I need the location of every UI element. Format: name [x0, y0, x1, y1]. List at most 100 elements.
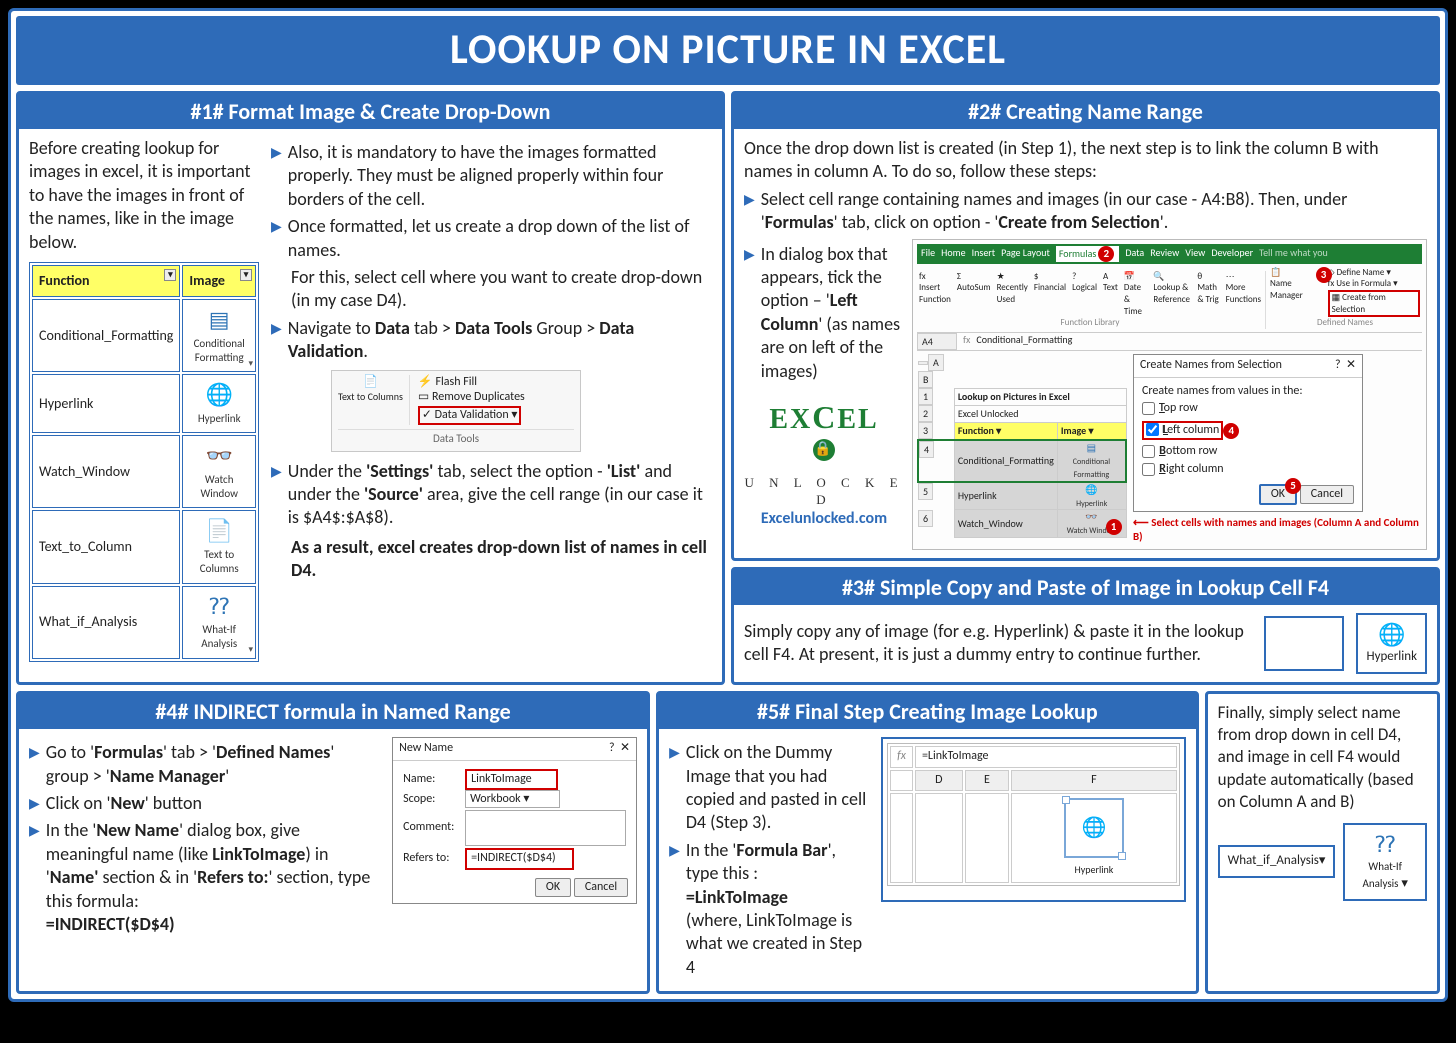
- whatif-icon: ⁇: [209, 593, 229, 620]
- tab-formulas[interactable]: Formulas2: [1056, 246, 1119, 262]
- cell-icon: 🌐Hyperlink: [182, 374, 256, 433]
- panel-5-head: #5# Final Step Creating Image Lookup: [659, 694, 1196, 729]
- dlg-hint: Create names from values in the:: [1142, 384, 1354, 400]
- panel-2-body: Once the drop down list is created (in S…: [734, 129, 1437, 558]
- ribbon-btn[interactable]: ΣAutoSum: [957, 271, 991, 318]
- p1-b2-sub: For this, select cell where you want to …: [291, 266, 712, 313]
- comment-input[interactable]: [465, 810, 626, 846]
- p1-b3-text: Navigate to Data tab > Data Tools Group …: [288, 317, 712, 364]
- formula-bar-input[interactable]: =LinkToImage: [915, 746, 1177, 768]
- p5-shot: fx=LinkToImage DEF 🌐 Hyperlink: [881, 737, 1186, 983]
- p1-bullet-1: ▶Also, it is mandatory to have the image…: [271, 141, 712, 211]
- ribbon-btn[interactable]: AText: [1103, 271, 1118, 318]
- p2-mini-grid: AB 1Lookup on Pictures in Excel 2Excel U…: [917, 354, 1127, 545]
- bullet-icon: ▶: [744, 246, 755, 383]
- ribbon-btn[interactable]: 🔍Lookup & Reference: [1153, 271, 1191, 318]
- fx-icon[interactable]: fx: [890, 746, 913, 768]
- chk-top-row[interactable]: TTop row: [1142, 401, 1354, 417]
- p5-b1: ▶Click on the Dummy Image that you had c…: [669, 741, 869, 835]
- p1-bullet-2: ▶Once formatted, let us create a drop do…: [271, 215, 712, 262]
- cell-name: Conditional_Formatting: [32, 299, 180, 372]
- tab[interactable]: Review: [1150, 246, 1179, 262]
- namebox[interactable]: A4: [917, 333, 957, 350]
- ribbon-btn[interactable]: 📅Date & Time: [1124, 271, 1147, 318]
- bullet-icon: ▶: [271, 144, 282, 211]
- cancel-button[interactable]: Cancel: [1300, 485, 1354, 505]
- chk-right-col[interactable]: RRight column: [1142, 462, 1354, 478]
- text-to-col-icon: 📄: [206, 517, 233, 544]
- filter-icon[interactable]: ▾: [240, 269, 252, 281]
- bullet-icon: ▶: [29, 822, 40, 936]
- use-in-formula-btn[interactable]: fx Use in Formula ▾: [1328, 278, 1420, 290]
- formula-value: Conditional_Formatting: [976, 333, 1072, 350]
- tab[interactable]: Insert: [972, 246, 996, 262]
- bullet-icon: ▶: [29, 744, 40, 788]
- create-names-dialog: Create Names from Selection? ✕ Create na…: [1133, 354, 1363, 512]
- panel-1-head: #1# Format Image & Create Drop-Down: [19, 94, 722, 129]
- tab[interactable]: File: [921, 246, 935, 262]
- ribbon-btn[interactable]: ★Recently Used: [997, 271, 1028, 318]
- p1-bullet-4: ▶ Under the 'Settings' tab, select the o…: [271, 460, 712, 530]
- tab[interactable]: Developer: [1211, 246, 1253, 262]
- page: LOOKUP ON PICTURE IN EXCEL #1# Format Im…: [8, 8, 1448, 1002]
- func-library-label: Function Library: [919, 317, 1261, 329]
- ribbon-screenshot: File Home Insert Page Layout Formulas2 D…: [912, 239, 1427, 550]
- new-name-dialog: New Name? ✕ Name:LinkToImage Scope:Workb…: [392, 737, 637, 904]
- flash-fill-btn[interactable]: ⚡ Flash Fill: [418, 375, 574, 391]
- define-name-btn[interactable]: ◇ Define Name ▾: [1328, 267, 1420, 279]
- tab[interactable]: View: [1185, 246, 1205, 262]
- ribbon-btn[interactable]: $Financial: [1034, 271, 1066, 318]
- filter-icon[interactable]: ▾: [164, 269, 176, 281]
- panel-6-body: Finally, simply select name from drop do…: [1208, 694, 1437, 909]
- p6-text: Finally, simply select name from drop do…: [1218, 702, 1427, 812]
- ribbon-btn[interactable]: ⋯More Functions: [1226, 271, 1261, 318]
- bullet-icon: ▶: [669, 744, 680, 835]
- tab[interactable]: Tell me what you: [1259, 246, 1328, 262]
- selected-image[interactable]: 🌐: [1064, 798, 1124, 858]
- th-image: Image▾: [182, 265, 256, 297]
- dropdown-cell[interactable]: What_if_Analysis▾: [1218, 845, 1336, 878]
- tab[interactable]: Page Layout: [1001, 246, 1050, 262]
- ribbon-btn[interactable]: fxInsert Function: [919, 271, 951, 318]
- name-input[interactable]: LinkToImage: [465, 769, 558, 791]
- p2-intro: Once the drop down list is created (in S…: [744, 137, 1427, 184]
- name-manager-btn[interactable]: 📋Name Manager3: [1270, 267, 1324, 318]
- hyperlink-preview: 🌐 Hyperlink: [1356, 613, 1427, 674]
- scope-select[interactable]: Workbook ▾: [465, 790, 560, 808]
- data-validation-btn[interactable]: ✓ Data Validation ▾: [418, 406, 522, 426]
- ribbon-tabs: File Home Insert Page Layout Formulas2 D…: [917, 244, 1422, 264]
- ok-button[interactable]: OK5: [1259, 484, 1297, 506]
- ribbon-btn[interactable]: ?Logical: [1072, 271, 1097, 318]
- p4-b1: ▶ Go to 'Formulas' tab > 'Defined Names'…: [29, 741, 380, 788]
- whatif-icon: ⁇: [1375, 831, 1395, 858]
- p2-bullet-1: ▶ Select cell range containing names and…: [744, 188, 1427, 235]
- p2-shot: File Home Insert Page Layout Formulas2 D…: [912, 239, 1427, 550]
- remove-dup-btn[interactable]: ▭ Remove Duplicates: [418, 390, 574, 406]
- tab[interactable]: Home: [941, 246, 965, 262]
- p5-grid: fx=LinkToImage DEF 🌐 Hyperlink: [887, 743, 1180, 886]
- p3-text: Simply copy any of image (for e.g. Hyper…: [744, 620, 1252, 667]
- badge-3: 3: [1316, 267, 1332, 283]
- p1-ribbon-shot: 📄Text to Columns ⚡ Flash Fill ▭ Remove D…: [331, 370, 581, 452]
- ok-button[interactable]: OK: [535, 878, 571, 898]
- panel-3-head: #3# Simple Copy and Paste of Image in Lo…: [734, 570, 1437, 605]
- create-from-selection-btn[interactable]: ▦ Create from Selection: [1328, 290, 1420, 317]
- fx-icon[interactable]: fx: [957, 333, 976, 350]
- panel-4-body: ▶ Go to 'Formulas' tab > 'Defined Names'…: [19, 729, 647, 948]
- ribbon-btn[interactable]: θMath & Trig: [1197, 271, 1219, 318]
- refers-to-input[interactable]: =INDIRECT($D$4): [465, 848, 574, 870]
- cell-icon: ▤Conditional Formatting▾: [182, 299, 256, 372]
- chk-left-col[interactable]: LLeft column4: [1142, 421, 1223, 441]
- site-link[interactable]: Excelunlocked.com: [744, 509, 904, 530]
- cell-name: Hyperlink: [32, 374, 180, 433]
- text-to-columns-btn[interactable]: 📄Text to Columns: [338, 375, 410, 426]
- chevron-down-icon: ▾: [1319, 853, 1326, 870]
- watch-window-icon: 👓: [206, 442, 233, 469]
- cancel-button[interactable]: Cancel: [574, 878, 628, 898]
- p1-result: As a result, excel creates drop-down lis…: [291, 536, 707, 581]
- cell-name: Watch_Window: [32, 435, 180, 508]
- chk-bottom-row[interactable]: BBottom row: [1142, 444, 1354, 460]
- tab[interactable]: Data: [1125, 246, 1144, 262]
- cond-format-icon: ▤: [209, 306, 230, 333]
- p2-dialog-wrap: Create Names from Selection? ✕ Create na…: [1133, 354, 1422, 545]
